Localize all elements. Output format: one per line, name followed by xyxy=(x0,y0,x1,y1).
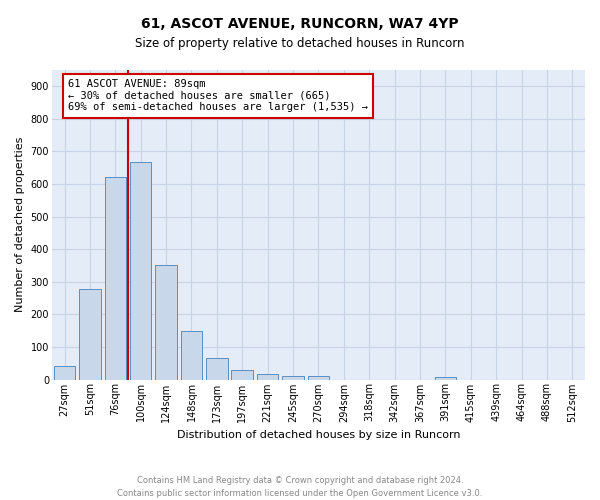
Bar xyxy=(104,177,126,380)
Text: 61, ASCOT AVENUE, RUNCORN, WA7 4YP: 61, ASCOT AVENUE, RUNCORN, WA7 4YP xyxy=(141,18,459,32)
Bar xyxy=(206,358,227,380)
Text: Contains HM Land Registry data © Crown copyright and database right 2024.
Contai: Contains HM Land Registry data © Crown c… xyxy=(118,476,482,498)
Bar xyxy=(54,366,76,380)
Bar xyxy=(130,162,151,380)
Bar xyxy=(155,266,177,380)
X-axis label: Distribution of detached houses by size in Runcorn: Distribution of detached houses by size … xyxy=(176,430,460,440)
Bar xyxy=(308,376,329,380)
Bar xyxy=(257,374,278,380)
Bar xyxy=(181,332,202,380)
Text: Size of property relative to detached houses in Runcorn: Size of property relative to detached ho… xyxy=(135,38,465,51)
Bar xyxy=(79,289,101,380)
Bar xyxy=(434,376,456,380)
Text: 61 ASCOT AVENUE: 89sqm
← 30% of detached houses are smaller (665)
69% of semi-de: 61 ASCOT AVENUE: 89sqm ← 30% of detached… xyxy=(68,80,368,112)
Bar xyxy=(282,376,304,380)
Bar xyxy=(232,370,253,380)
Y-axis label: Number of detached properties: Number of detached properties xyxy=(15,137,25,312)
